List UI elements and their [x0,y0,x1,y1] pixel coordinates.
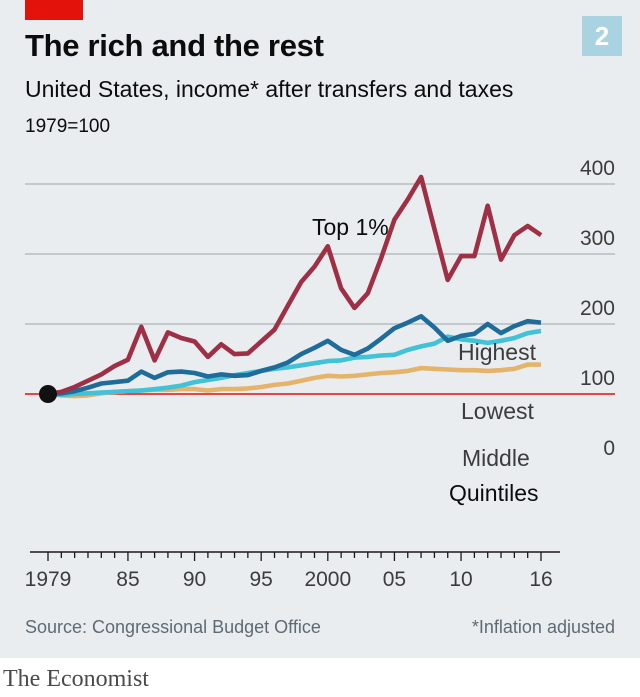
x-tick-label: 05 [383,568,406,591]
brand-wordmark: The Economist [3,666,149,692]
series-label-quintiles: Quintiles [449,480,538,506]
chart-number-badge: 2 [582,16,622,56]
series-label-middle: Middle [462,445,530,471]
y-tick-labels: 0 100 200 300 400 [580,160,615,460]
x-tick-label: 16 [529,568,552,591]
series-line-top1 [47,174,543,397]
chart-panel [0,0,640,658]
y-tick-label: 400 [580,160,615,180]
series-labels: Top 1% Highest Lowest Middle Quintiles [312,214,538,506]
line-chart: 0 100 200 300 400 1979 85 90 95 2000 05 10 16 Top 1… [25,160,615,591]
series-line-highest [47,314,542,397]
x-tick-label: 1979 [25,568,72,591]
index-note: 1979=100 [25,116,111,137]
y-tick-label: 0 [603,437,615,460]
x-tick-label: 85 [116,568,139,591]
x-tick-label: 95 [250,568,273,591]
brand-red-tag [25,0,83,20]
origin-marker [39,385,57,403]
grid-lines [25,183,615,395]
x-tick-label: 10 [449,568,472,591]
source-note: Source: Congressional Budget Office [25,617,321,637]
footnote: *Inflation adjusted [471,617,615,637]
series-label-top1: Top 1% [312,214,389,240]
series-lines [39,174,543,403]
x-tick-label: 2000 [304,568,351,591]
y-tick-label: 300 [580,227,615,250]
series-label-lowest: Lowest [461,398,534,424]
y-tick-label: 100 [580,367,615,390]
x-tick-label: 90 [183,568,206,591]
chart-title: The rich and the rest [25,28,324,63]
x-axis: 1979 85 90 95 2000 05 10 16 [25,551,560,591]
series-label-highest: Highest [458,339,537,365]
y-tick-label: 200 [580,297,615,320]
chart-subtitle: United States, income* after transfers a… [25,76,514,102]
